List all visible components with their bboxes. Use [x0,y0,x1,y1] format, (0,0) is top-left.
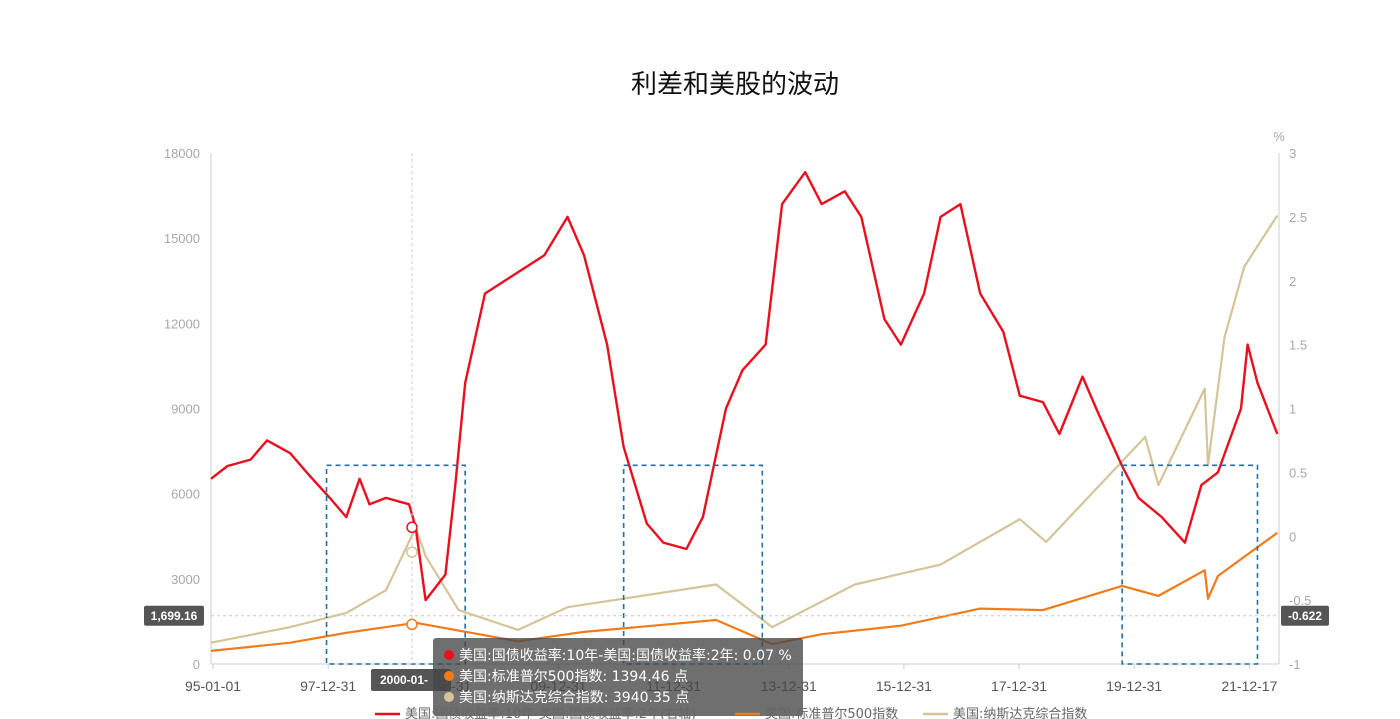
crosshair-marker-spread [406,521,418,534]
tooltip-box [433,638,803,716]
tooltip-row: 美国:纳斯达克综合指数: 3940.35 点 [459,690,689,706]
left-axis: 0 3000 6000 9000 12000 15000 18000 [164,146,200,672]
right-tick-label: 3 [1289,146,1296,161]
right-axis: % 3 2.5 2 1.5 1 0.5 0 -0.5 -1 [1273,129,1311,672]
series-layer [210,171,1279,652]
highlight-box [1121,464,1259,665]
x-tick-label: 15-12-31 [876,678,932,694]
legend-label: 美国:纳斯达克综合指数 [953,707,1087,719]
x-tick-label: 95-01-01 [185,678,241,694]
right-tick-label: 0 [1289,529,1296,544]
left-tick-label: 15000 [164,231,200,246]
date-label: 2000-01- [380,673,428,687]
highlight-box-layer [325,464,1259,665]
legend-label: 美国:国债收益率:10年-美国:国债收益率:2年(右轴) [405,706,696,719]
series-line [210,171,1279,602]
highlight-box [622,464,764,665]
right-axis-unit: % [1273,129,1285,144]
x-tick-label: 21-12-17 [1221,678,1277,694]
x-tick-label: 19-12-31 [1106,678,1162,694]
left-tick-label: 9000 [171,402,200,417]
right-value-label: -0.622 [1288,609,1322,623]
left-tick-label: 12000 [164,316,200,331]
left-tick-label: 6000 [171,487,200,502]
right-tick-label: 1.5 [1289,338,1307,353]
right-tick-label: -1 [1289,657,1301,672]
series-line [210,214,1279,644]
series-line [210,531,1278,652]
tooltip-layer: 美国:国债收益率:10年-美国:国债收益率:2年: 0.07 % 美国:标准普尔5… [433,638,803,716]
crosshair-marker-nasdaq [406,546,418,558]
chart-title: 利差和美股的波动 [630,70,839,100]
left-tick-label: 18000 [164,146,200,161]
right-tick-label: 2.5 [1289,210,1307,225]
date-badge [371,669,451,691]
right-tick-label: 0.5 [1289,465,1307,480]
highlight-box [325,464,466,665]
tooltip-dot [444,671,454,681]
crosshair-layer: 1,699.16 -0.622 2000-01- [144,153,1329,691]
tooltip-dot [444,692,454,702]
tooltip-row: 美国:国债收益率:10年-美国:国债收益率:2年: 0.07 % [459,647,792,664]
left-value-badge [144,605,204,626]
right-value-badge [1281,605,1329,626]
x-tick-label: 97-12-31 [300,678,356,694]
tooltip-dot [444,650,454,660]
left-value-label: 1,699.16 [151,609,198,623]
right-tick-label: 2 [1289,274,1296,289]
right-tick-label: -0.5 [1289,593,1311,608]
x-tick-label: 17-12-31 [991,678,1047,694]
tooltip-row: 美国:标准普尔500指数: 1394.46 点 [459,669,688,685]
legend[interactable]: 美国:国债收益率:10年-美国:国债收益率:2年(右轴) 美国:标准普尔500指数… [375,706,1087,719]
left-tick-label: 3000 [171,572,200,587]
right-tick-label: 1 [1289,402,1296,417]
left-tick-label: 0 [193,657,200,672]
legend-label: 美国:标准普尔500指数 [765,707,898,719]
crosshair-marker-sp500 [406,618,418,631]
